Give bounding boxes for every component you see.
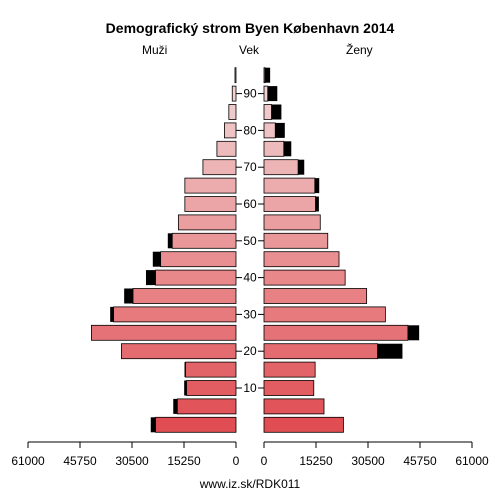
male-bar-extra-0-4 — [150, 417, 156, 433]
male-bar-30-34 — [113, 306, 237, 323]
age-tick-label-90: 90 — [243, 87, 257, 101]
male-bar-5-9 — [176, 398, 237, 415]
male-x-tick-label-61000: 61000 — [11, 454, 45, 468]
male-bar-95+ — [234, 67, 237, 84]
female-bar-extra-65-69 — [314, 178, 320, 194]
female-bar-80-84 — [263, 122, 276, 139]
female-bar-extra-95+ — [265, 67, 271, 83]
male-bar-60-64 — [184, 196, 237, 212]
male-bar-25-29 — [91, 324, 237, 341]
female-bar-extra-25-29 — [407, 325, 420, 341]
male-bar-80-84 — [224, 122, 237, 139]
female-bar-75-79 — [263, 140, 285, 157]
female-x-tick-label-45750: 45750 — [403, 454, 437, 468]
male-x-tick-label-15250: 15250 — [167, 454, 201, 468]
female-bar-10-14 — [263, 380, 315, 396]
male-bar-65-69 — [184, 177, 237, 194]
female-bar-5-9 — [263, 398, 325, 415]
female-bar-30-34 — [263, 306, 386, 323]
male-bar-40-44 — [155, 269, 237, 286]
female-bar-25-29 — [263, 324, 409, 341]
male-bar-10-14 — [186, 380, 237, 396]
female-bar-extra-85-89 — [271, 104, 282, 120]
chart-title: Demografický strom Byen København 2014 — [105, 20, 395, 36]
female-bar-extra-80-84 — [275, 122, 285, 138]
age-tick-label-70: 70 — [243, 160, 257, 174]
female-bar-extra-20-24 — [377, 343, 403, 359]
age-tick-label-40: 40 — [243, 271, 257, 285]
footer-url: www.iz.sk/RDK011 — [199, 477, 301, 491]
male-bar-extra-30-34 — [110, 306, 114, 322]
male-bar-50-54 — [171, 232, 237, 249]
female-bar-60-64 — [263, 196, 316, 212]
male-bar-extra-50-54 — [167, 233, 173, 249]
female-label: Ženy — [346, 43, 373, 57]
male-bar-extra-45-49 — [152, 251, 161, 267]
male-label: Muži — [142, 43, 168, 57]
female-bar-0-4 — [263, 416, 344, 433]
age-tick-label-10: 10 — [243, 381, 257, 395]
male-bar-45-49 — [160, 251, 237, 268]
age-label: Vek — [239, 43, 260, 57]
male-bar-15-19 — [185, 361, 237, 378]
female-x-tick-label-61000: 61000 — [455, 454, 489, 468]
female-x-tick-label-15250: 15250 — [299, 454, 333, 468]
female-bar-45-49 — [263, 251, 340, 268]
male-bar-85-89 — [228, 104, 237, 120]
age-tick-label-50: 50 — [243, 234, 257, 248]
female-bar-50-54 — [263, 232, 329, 249]
male-x-tick-label-30500: 30500 — [115, 454, 149, 468]
female-x-tick-label-30500: 30500 — [351, 454, 385, 468]
male-bar-70-74 — [202, 159, 237, 176]
male-bar-75-79 — [216, 140, 237, 157]
female-bar-extra-75-79 — [283, 141, 292, 157]
female-bar-70-74 — [263, 159, 299, 176]
age-tick-label-20: 20 — [243, 344, 257, 358]
male-x-tick-label-0: 0 — [233, 454, 240, 468]
age-tick-label-80: 80 — [243, 123, 257, 137]
female-bar-65-69 — [263, 177, 316, 194]
female-bar-extra-60-64 — [315, 196, 319, 212]
female-bar-extra-70-74 — [298, 159, 305, 175]
female-bar-55-59 — [263, 214, 321, 231]
female-bar-40-44 — [263, 269, 346, 286]
male-bar-55-59 — [177, 214, 237, 231]
female-bar-20-24 — [263, 343, 378, 360]
female-bar-35-39 — [263, 288, 368, 304]
male-bar-35-39 — [132, 288, 237, 304]
age-tick-label-60: 60 — [243, 197, 257, 211]
male-bar-extra-15-19 — [184, 362, 186, 378]
male-bar-0-4 — [155, 416, 237, 433]
female-bar-extra-90-94 — [267, 86, 278, 102]
female-x-tick-label-0: 0 — [261, 454, 268, 468]
male-bar-extra-35-39 — [124, 288, 134, 304]
male-bar-extra-40-44 — [145, 270, 156, 286]
male-x-tick-label-45750: 45750 — [63, 454, 97, 468]
male-bar-extra-5-9 — [173, 398, 178, 414]
female-bar-15-19 — [263, 361, 316, 378]
female-bar-90-94 — [263, 85, 269, 102]
male-bar-20-24 — [121, 343, 237, 360]
female-bar-85-89 — [263, 104, 272, 120]
male-bar-extra-10-14 — [184, 380, 187, 396]
male-bar-90-94 — [231, 85, 237, 102]
age-tick-label-30: 30 — [243, 307, 257, 321]
female-bar-95+ — [263, 67, 266, 84]
